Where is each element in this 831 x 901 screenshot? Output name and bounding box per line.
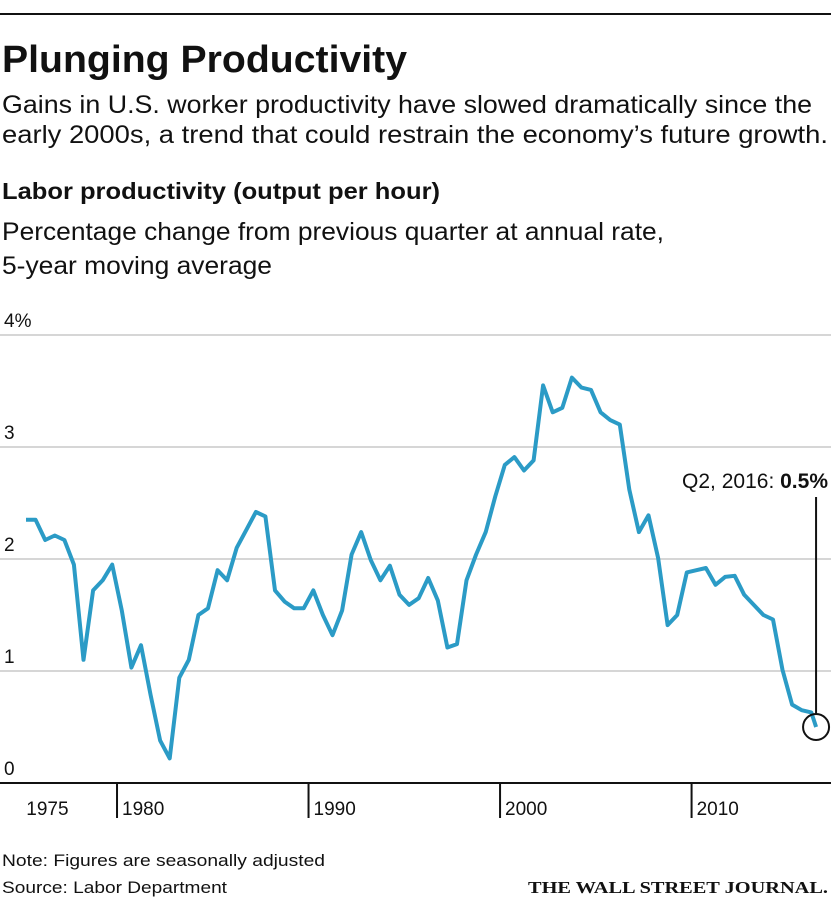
source: Source: Labor Department [2, 878, 227, 897]
y-tick-label: 2 [4, 535, 15, 556]
annotation-label: Q2, 2016: [682, 470, 774, 493]
subtitle-line: early 2000s, a trend that could restrain… [2, 121, 828, 149]
x-tick-label: 2000 [505, 799, 547, 820]
line-series [26, 375, 818, 761]
credit: THE WALL STREET JOURNAL. [528, 878, 828, 897]
y-tick-label: 4% [4, 311, 32, 332]
highlight-point [802, 713, 831, 741]
subtitle-line: Gains in U.S. worker productivity have s… [2, 91, 812, 119]
chart-title: Plunging Productivity [2, 39, 407, 81]
x-tick-label: 1975 [26, 799, 68, 820]
chart-subheading: Percentage change from previous quarter … [2, 218, 664, 246]
annotation: Q2, 2016: 0.5% [682, 470, 828, 493]
x-tick-label: 1990 [314, 799, 356, 820]
note: Note: Figures are seasonally adjusted [2, 851, 325, 870]
x-tick-label: 2010 [697, 799, 739, 820]
y-tick-label: 3 [4, 423, 15, 444]
annotation-value: 0.5% [780, 470, 828, 493]
y-tick-label: 0 [4, 759, 15, 780]
chart-heading: Labor productivity (output per hour) [2, 178, 440, 204]
chart-subheading: 5-year moving average [2, 252, 272, 280]
y-tick-label: 1 [4, 647, 15, 668]
x-tick-label: 1980 [122, 799, 164, 820]
